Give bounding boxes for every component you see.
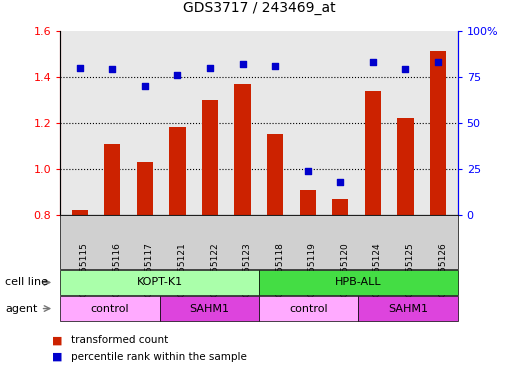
- Bar: [72, 210, 88, 215]
- Bar: [234, 84, 251, 215]
- Bar: [430, 51, 446, 215]
- Text: GSM455115: GSM455115: [79, 242, 89, 297]
- Bar: [397, 118, 414, 215]
- Point: [141, 83, 149, 89]
- Bar: [365, 91, 381, 215]
- Text: percentile rank within the sample: percentile rank within the sample: [71, 352, 246, 362]
- Bar: [202, 100, 218, 215]
- Text: agent: agent: [5, 303, 38, 314]
- Text: GDS3717 / 243469_at: GDS3717 / 243469_at: [183, 2, 335, 15]
- Bar: [169, 127, 186, 215]
- Point: [369, 59, 377, 65]
- Text: SAHM1: SAHM1: [388, 303, 428, 314]
- Bar: [332, 199, 348, 215]
- Text: cell line: cell line: [5, 277, 48, 288]
- Point: [303, 168, 312, 174]
- Point: [271, 63, 279, 69]
- Bar: [300, 190, 316, 215]
- Point: [206, 65, 214, 71]
- Text: GSM455117: GSM455117: [145, 242, 154, 297]
- Bar: [104, 144, 120, 215]
- Text: transformed count: transformed count: [71, 335, 168, 345]
- Point: [108, 66, 117, 73]
- Text: KOPT-K1: KOPT-K1: [137, 277, 183, 288]
- Point: [75, 65, 84, 71]
- Text: SAHM1: SAHM1: [189, 303, 229, 314]
- Text: GSM455122: GSM455122: [210, 242, 219, 296]
- Text: GSM455125: GSM455125: [405, 242, 415, 297]
- Bar: [267, 134, 283, 215]
- Text: GSM455119: GSM455119: [308, 242, 317, 297]
- Point: [173, 72, 181, 78]
- Point: [434, 59, 442, 65]
- Text: control: control: [289, 303, 328, 314]
- Point: [401, 66, 410, 73]
- Text: HPB-ALL: HPB-ALL: [335, 277, 382, 288]
- Text: ■: ■: [52, 352, 63, 362]
- Bar: [137, 162, 153, 215]
- Point: [238, 61, 247, 67]
- Text: ■: ■: [52, 335, 63, 345]
- Text: GSM455126: GSM455126: [438, 242, 447, 297]
- Text: GSM455121: GSM455121: [177, 242, 186, 297]
- Text: GSM455118: GSM455118: [275, 242, 284, 297]
- Text: GSM455116: GSM455116: [112, 242, 121, 297]
- Text: GSM455123: GSM455123: [243, 242, 252, 297]
- Point: [336, 179, 345, 185]
- Text: control: control: [90, 303, 129, 314]
- Text: GSM455124: GSM455124: [373, 242, 382, 296]
- Text: GSM455120: GSM455120: [340, 242, 349, 297]
